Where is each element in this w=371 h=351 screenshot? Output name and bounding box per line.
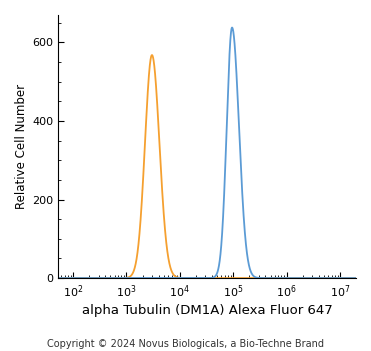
X-axis label: alpha Tubulin (DM1A) Alexa Fluor 647: alpha Tubulin (DM1A) Alexa Fluor 647	[82, 304, 332, 317]
Text: Copyright © 2024 Novus Biologicals, a Bio-Techne Brand: Copyright © 2024 Novus Biologicals, a Bi…	[47, 339, 324, 349]
Y-axis label: Relative Cell Number: Relative Cell Number	[15, 84, 28, 209]
